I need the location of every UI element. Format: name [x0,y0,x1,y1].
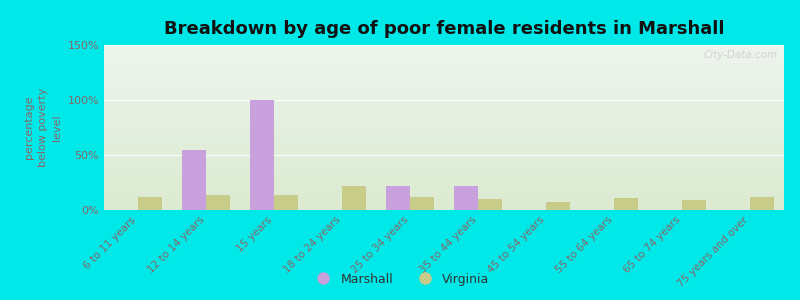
Bar [682,200,706,210]
Bar [182,149,206,210]
Bar [750,197,774,210]
Bar [546,202,570,210]
Bar [478,199,502,210]
Y-axis label: percentage
below poverty
level: percentage below poverty level [24,88,62,167]
Bar [138,197,162,210]
Legend: Marshall, Virginia: Marshall, Virginia [306,268,494,291]
Title: Breakdown by age of poor female residents in Marshall: Breakdown by age of poor female resident… [164,20,724,38]
Bar [454,186,478,210]
Text: City-Data.com: City-Data.com [703,50,778,60]
Bar [614,198,638,210]
Bar [386,186,410,210]
Bar [410,197,434,210]
Bar [342,186,366,210]
Bar [206,195,230,210]
Bar [274,195,298,210]
Bar [250,100,274,210]
